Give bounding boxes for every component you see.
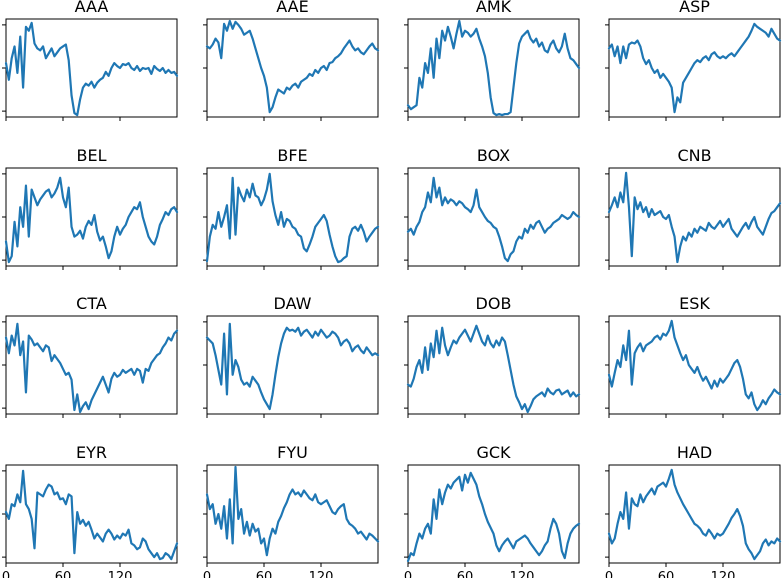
- plot-frame: [407, 315, 580, 415]
- series-line-bel: [4, 176, 179, 264]
- x-tick-label: 60: [256, 570, 273, 578]
- panel-cnb: CNB: [605, 146, 782, 270]
- plot-frame: [5, 167, 178, 267]
- series-line-had: [607, 468, 782, 561]
- panel-title: GCK: [476, 443, 511, 462]
- series-line-asp: [607, 22, 782, 114]
- panel-title: CTA: [76, 294, 107, 313]
- panel-title: BEL: [77, 146, 107, 165]
- panel-title: BOX: [477, 146, 510, 165]
- panel-dob: DOB: [404, 294, 581, 418]
- x-tick-label: 120: [711, 570, 736, 578]
- panel-had: HAD 0 60 120: [605, 443, 782, 578]
- plot-frame: [5, 18, 178, 118]
- series-line-amk: [406, 19, 581, 117]
- panel-daw: DAW: [203, 294, 380, 418]
- panel-asp: ASP: [605, 0, 782, 121]
- x-tick-label: 0: [2, 570, 10, 578]
- panel-eyr: EYR 0 60 120: [2, 443, 179, 578]
- panel-title: DOB: [476, 294, 512, 313]
- panel-fyu: FYU 0 60 120: [203, 443, 380, 578]
- panel-title: AAE: [276, 0, 308, 16]
- x-tick-label: 60: [457, 570, 474, 578]
- series-line-cnb: [607, 171, 782, 264]
- x-tick-label: 60: [55, 570, 72, 578]
- x-tick-label: 120: [510, 570, 535, 578]
- panel-title: ASP: [679, 0, 710, 16]
- panel-title: CNB: [677, 146, 711, 165]
- series-line-aae: [205, 19, 380, 114]
- series-line-dob: [406, 324, 581, 414]
- plot-frame: [407, 464, 580, 564]
- panel-title: AAA: [75, 0, 109, 16]
- panel-title: DAW: [274, 294, 312, 313]
- panel-title: EYR: [76, 443, 107, 462]
- series-line-bfe: [205, 172, 380, 264]
- panel-aaa: AAA: [2, 0, 179, 121]
- series-line-esk: [607, 319, 782, 412]
- x-tick-label: 120: [108, 570, 133, 578]
- panel-amk: AMK: [404, 0, 581, 121]
- panel-title: FYU: [277, 443, 308, 462]
- x-tick-label: 0: [404, 570, 412, 578]
- series-line-fyu: [205, 465, 380, 557]
- x-tick-label: 60: [658, 570, 675, 578]
- panel-title: BFE: [277, 146, 307, 165]
- panel-title: HAD: [677, 443, 712, 462]
- panel-title: ESK: [679, 294, 710, 313]
- x-tick-label: 0: [203, 570, 211, 578]
- panel-esk: ESK: [605, 294, 782, 418]
- panel-bfe: BFE: [203, 146, 380, 270]
- series-line-eyr: [4, 469, 179, 561]
- series-line-aaa: [4, 21, 179, 117]
- x-tick-label: 0: [605, 570, 613, 578]
- x-tick-label: 120: [309, 570, 334, 578]
- panel-cta: CTA: [2, 294, 179, 418]
- panel-bel: BEL: [2, 146, 179, 270]
- plot-frame: [608, 464, 781, 564]
- plot-frame: [206, 18, 379, 118]
- panel-aae: AAE: [203, 0, 380, 121]
- panel-title: AMK: [476, 0, 512, 16]
- plot-frame: [608, 18, 781, 118]
- series-line-cta: [4, 322, 179, 414]
- panel-gck: GCK 0 60 120: [404, 443, 581, 578]
- series-line-daw: [205, 322, 380, 411]
- series-line-box: [406, 176, 581, 263]
- plot-frame: [5, 464, 178, 564]
- series-line-gck: [406, 471, 581, 563]
- panel-box: BOX: [404, 146, 581, 270]
